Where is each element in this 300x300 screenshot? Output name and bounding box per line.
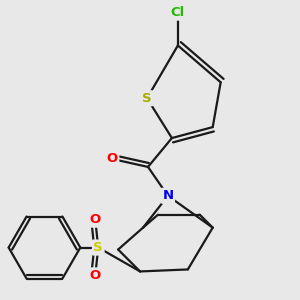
Text: O: O <box>90 213 101 226</box>
Text: S: S <box>93 241 103 254</box>
Text: O: O <box>106 152 118 166</box>
Text: O: O <box>90 269 101 282</box>
Text: N: N <box>162 189 173 202</box>
Text: S: S <box>142 92 152 105</box>
Text: Cl: Cl <box>171 6 185 19</box>
